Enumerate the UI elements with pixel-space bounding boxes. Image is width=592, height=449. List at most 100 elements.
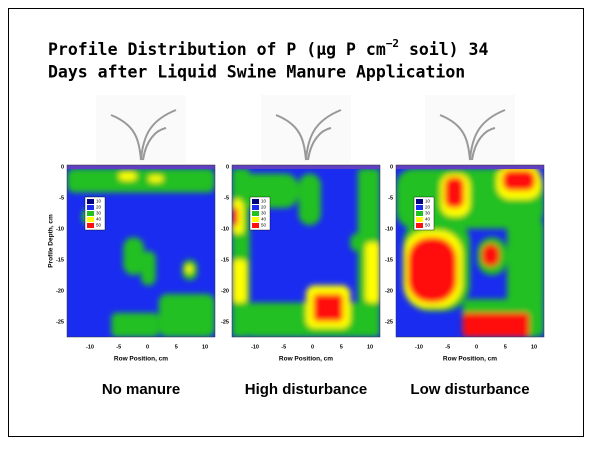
contour-region	[67, 168, 215, 193]
x-axis-label: Row Position, cm	[443, 356, 497, 363]
legend-label: 50	[96, 223, 102, 228]
x-axis-label: Row Position, cm	[114, 356, 168, 363]
plant	[110, 109, 177, 161]
plant	[275, 109, 342, 161]
panel-frame	[395, 164, 545, 338]
y-tick-label: -10	[221, 226, 229, 232]
legend-swatch	[252, 217, 259, 222]
panel-caption: No manure	[102, 381, 180, 398]
legend-label: 40	[425, 217, 431, 222]
legend-swatch	[87, 217, 94, 222]
contour-region	[502, 170, 536, 191]
x-tick-label: 5	[175, 344, 178, 350]
panel-frame	[66, 164, 216, 338]
legend-swatch	[252, 199, 259, 204]
legend-label: 20	[425, 205, 431, 210]
contour-region	[148, 175, 164, 183]
x-tick-label: -5	[445, 344, 450, 350]
legend-label: 40	[261, 217, 267, 222]
x-tick-label: -5	[116, 344, 121, 350]
legend-label: 20	[96, 205, 102, 210]
legend-swatch	[87, 199, 94, 204]
legend-label: 10	[261, 199, 267, 204]
contour-region	[365, 242, 380, 303]
legend-swatch	[87, 205, 94, 210]
legend-label: 30	[425, 211, 431, 216]
y-tick-label: -5	[224, 195, 229, 201]
contour-area	[67, 165, 215, 337]
legend-swatch	[416, 211, 423, 216]
contour-region	[232, 208, 238, 226]
legend-label: 10	[425, 199, 431, 204]
legend-swatch	[87, 223, 94, 228]
legend-label: 30	[261, 211, 267, 216]
contour-region	[462, 312, 530, 337]
legend-label: 30	[96, 211, 102, 216]
contour-region	[444, 177, 465, 208]
y-tick-label: -20	[385, 288, 393, 294]
title-line1: Profile Distribution of P (µg P cm−2 soi…	[48, 37, 488, 59]
y-tick-label: -10	[56, 226, 64, 232]
contour-fills	[232, 168, 380, 337]
legend-swatch	[416, 199, 423, 204]
legend-swatch	[416, 223, 423, 228]
legend-label: 50	[261, 223, 267, 228]
contour-region	[232, 259, 247, 303]
contour-region	[507, 216, 544, 312]
legend-swatch	[252, 211, 259, 216]
y-tick-label: -5	[388, 195, 393, 201]
contour-region	[298, 173, 321, 226]
legend-swatch	[416, 205, 423, 210]
y-tick-label: -15	[221, 257, 229, 263]
contour-region	[123, 237, 144, 276]
surface-band	[232, 165, 380, 169]
panel-caption: Low disturbance	[410, 381, 529, 398]
x-tick-label: -5	[281, 344, 286, 350]
contour-region	[118, 171, 137, 181]
x-tick-label: 0	[475, 344, 478, 350]
contour-area	[396, 165, 544, 337]
legend-label: 40	[96, 217, 102, 222]
legend-swatch	[87, 211, 94, 216]
x-tick-label: 10	[202, 344, 208, 350]
y-tick-label: 0	[390, 164, 393, 170]
legend-label: 50	[425, 223, 431, 228]
plant	[439, 109, 506, 161]
x-tick-label: 5	[504, 344, 507, 350]
legend-swatch	[252, 205, 259, 210]
contour-region	[313, 294, 343, 322]
contour-region	[407, 237, 457, 303]
x-axis-label: Row Position, cm	[279, 356, 333, 363]
contour-fills	[396, 165, 544, 337]
title-line2: Days after Liquid Swine Manure Applicati…	[48, 63, 465, 82]
y-tick-label: -20	[221, 288, 229, 294]
x-tick-label: 10	[367, 344, 373, 350]
contour-region	[350, 233, 363, 251]
y-tick-label: -20	[56, 288, 64, 294]
y-axis-label: Profile Depth, cm	[48, 214, 55, 268]
x-tick-label: -10	[86, 344, 94, 350]
y-tick-label: 0	[226, 164, 229, 170]
contour-region	[158, 294, 215, 337]
y-tick-label: -10	[385, 226, 393, 232]
legend-label: 20	[261, 205, 267, 210]
x-tick-label: -10	[415, 344, 423, 350]
y-tick-label: -15	[385, 257, 393, 263]
surface-band	[67, 165, 215, 169]
legend-swatch	[416, 217, 423, 222]
contour-region	[111, 312, 159, 337]
y-tick-label: -25	[56, 319, 64, 325]
y-tick-label: -25	[221, 319, 229, 325]
legend-swatch	[252, 223, 259, 228]
contour-area	[232, 165, 380, 337]
y-tick-label: -15	[56, 257, 64, 263]
contour-region	[185, 264, 193, 274]
contour-region	[481, 244, 500, 267]
x-tick-label: 5	[340, 344, 343, 350]
x-tick-label: 0	[146, 344, 149, 350]
y-tick-label: -5	[59, 195, 64, 201]
contour-region	[141, 251, 156, 286]
